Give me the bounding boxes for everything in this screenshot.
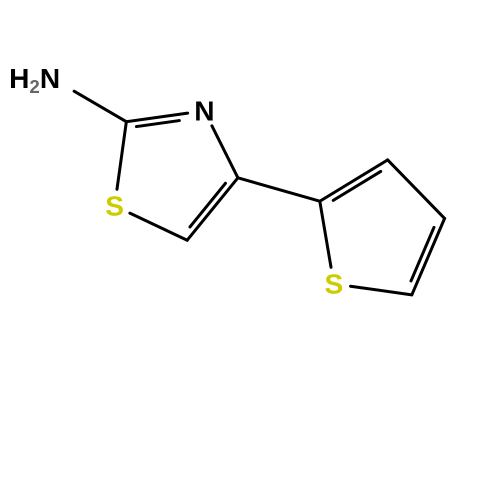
molecule-canvas: H2N N S S [0, 0, 500, 500]
bond [388, 160, 445, 219]
bond [320, 201, 331, 267]
bond [351, 286, 412, 295]
atom-label-N3: N [194, 95, 214, 126]
bond [190, 183, 225, 227]
bond [412, 218, 445, 294]
bond [136, 121, 179, 127]
bond [333, 171, 381, 200]
bond [212, 126, 238, 178]
atom-label-N_amine: H2N [9, 63, 60, 97]
bond [320, 160, 388, 201]
bond [130, 213, 187, 240]
atom-label-S1p: S [324, 268, 343, 299]
bond [74, 91, 126, 121]
bond [238, 178, 320, 201]
bond [187, 178, 238, 240]
bond [117, 122, 126, 190]
atom-label-S1: S [105, 190, 124, 221]
